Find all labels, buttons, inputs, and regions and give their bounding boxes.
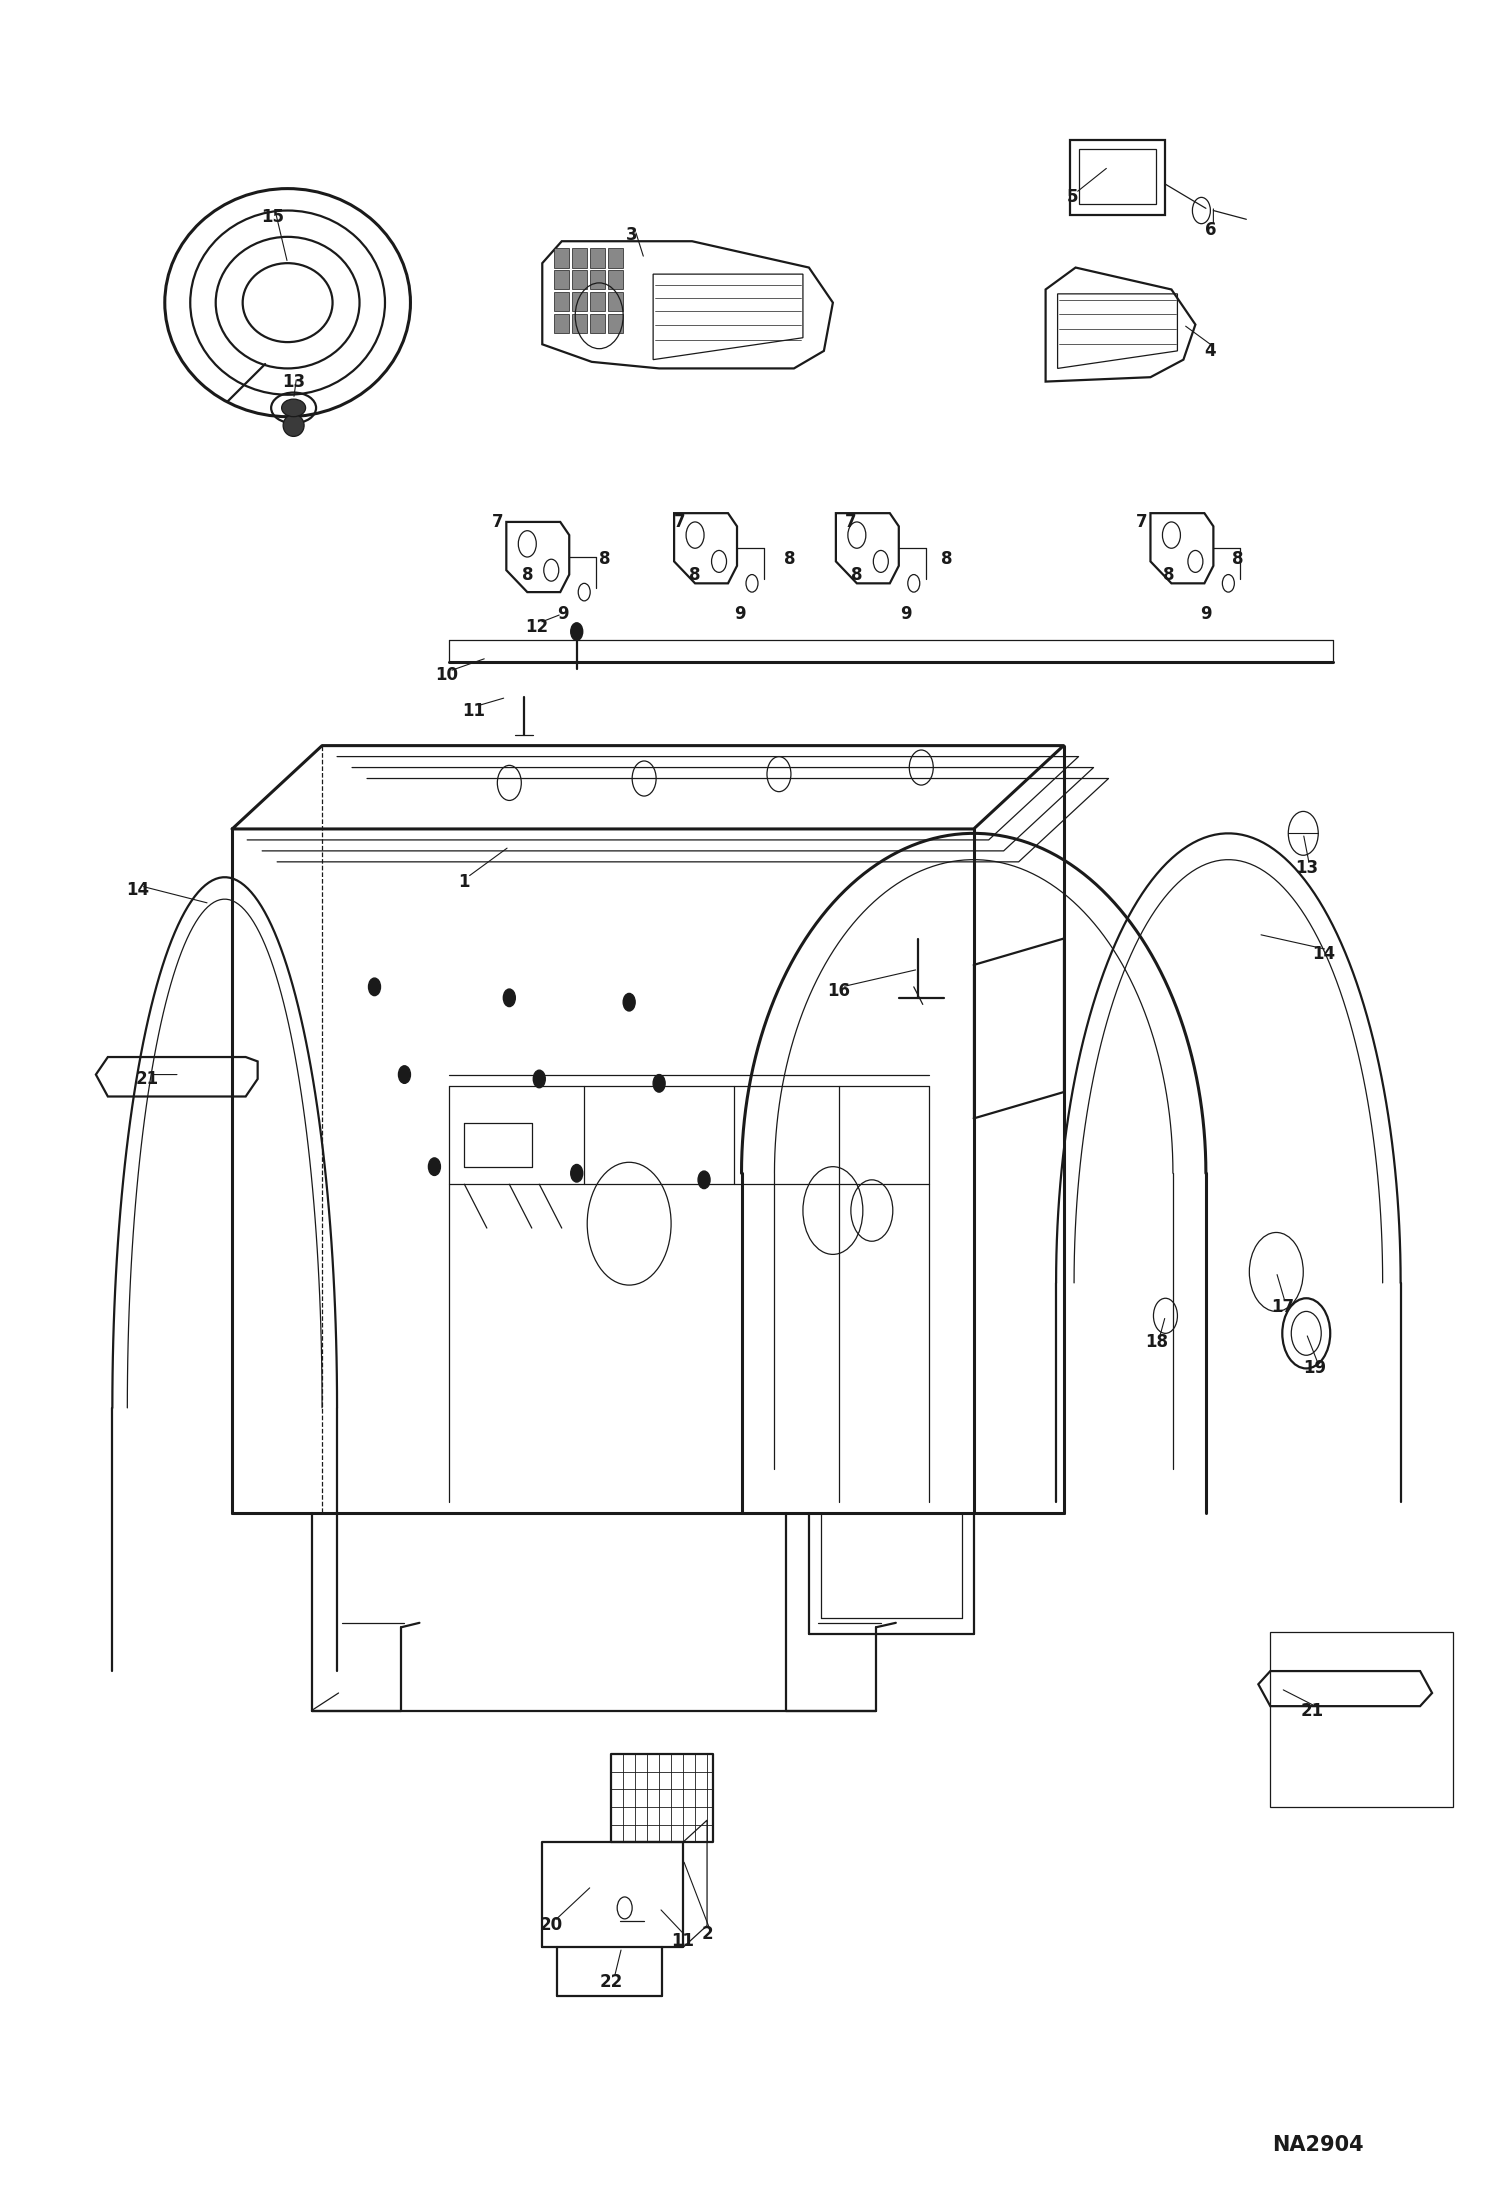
Polygon shape [590,270,605,289]
Polygon shape [590,292,605,311]
Polygon shape [608,270,623,289]
Circle shape [533,1070,545,1088]
Text: 21: 21 [1300,1702,1324,1719]
Text: 13: 13 [282,373,306,390]
Polygon shape [572,314,587,333]
Circle shape [398,1066,410,1083]
Ellipse shape [282,399,306,417]
Polygon shape [554,248,569,268]
Text: 2: 2 [701,1925,713,1943]
Text: 7: 7 [1135,513,1147,531]
Polygon shape [608,314,623,333]
Text: 8: 8 [599,550,611,568]
Polygon shape [608,292,623,311]
Text: 12: 12 [524,618,548,636]
Text: 8: 8 [941,550,953,568]
Text: 19: 19 [1303,1360,1327,1377]
Polygon shape [608,248,623,268]
Circle shape [571,1164,583,1182]
Polygon shape [554,314,569,333]
Circle shape [623,993,635,1011]
Text: NA2904: NA2904 [1272,2134,1365,2156]
Text: 5: 5 [1067,189,1079,206]
Polygon shape [554,292,569,311]
Text: 8: 8 [689,566,701,583]
Text: 11: 11 [461,702,485,719]
Text: 20: 20 [539,1917,563,1934]
Text: 8: 8 [1231,550,1243,568]
Text: 7: 7 [845,513,857,531]
Text: 16: 16 [827,982,851,1000]
Text: 22: 22 [599,1974,623,1991]
Text: 15: 15 [261,208,285,226]
Circle shape [369,978,380,996]
Circle shape [503,989,515,1007]
Circle shape [428,1158,440,1175]
Text: 8: 8 [521,566,533,583]
Text: 1: 1 [458,873,470,890]
Text: 6: 6 [1204,221,1216,239]
Text: 7: 7 [491,513,503,531]
Polygon shape [572,248,587,268]
Text: 10: 10 [434,667,458,684]
Circle shape [653,1075,665,1092]
Text: 9: 9 [557,605,569,623]
Text: 14: 14 [126,882,150,899]
Polygon shape [590,248,605,268]
Text: 3: 3 [626,226,638,243]
Text: 9: 9 [900,605,912,623]
Text: 8: 8 [851,566,863,583]
Polygon shape [572,292,587,311]
Text: 14: 14 [1312,945,1336,963]
Text: 7: 7 [674,513,686,531]
Text: 13: 13 [1294,860,1318,877]
Text: 21: 21 [135,1070,159,1088]
Polygon shape [572,270,587,289]
Ellipse shape [283,414,304,436]
Polygon shape [590,314,605,333]
Polygon shape [554,270,569,289]
Text: 11: 11 [671,1932,695,1950]
Text: 18: 18 [1144,1333,1168,1351]
Text: 17: 17 [1270,1298,1294,1316]
Text: 4: 4 [1204,342,1216,360]
Text: 8: 8 [783,550,795,568]
Text: 9: 9 [1200,605,1212,623]
Text: 8: 8 [1162,566,1174,583]
Text: 9: 9 [734,605,746,623]
Circle shape [571,623,583,640]
Circle shape [698,1171,710,1189]
